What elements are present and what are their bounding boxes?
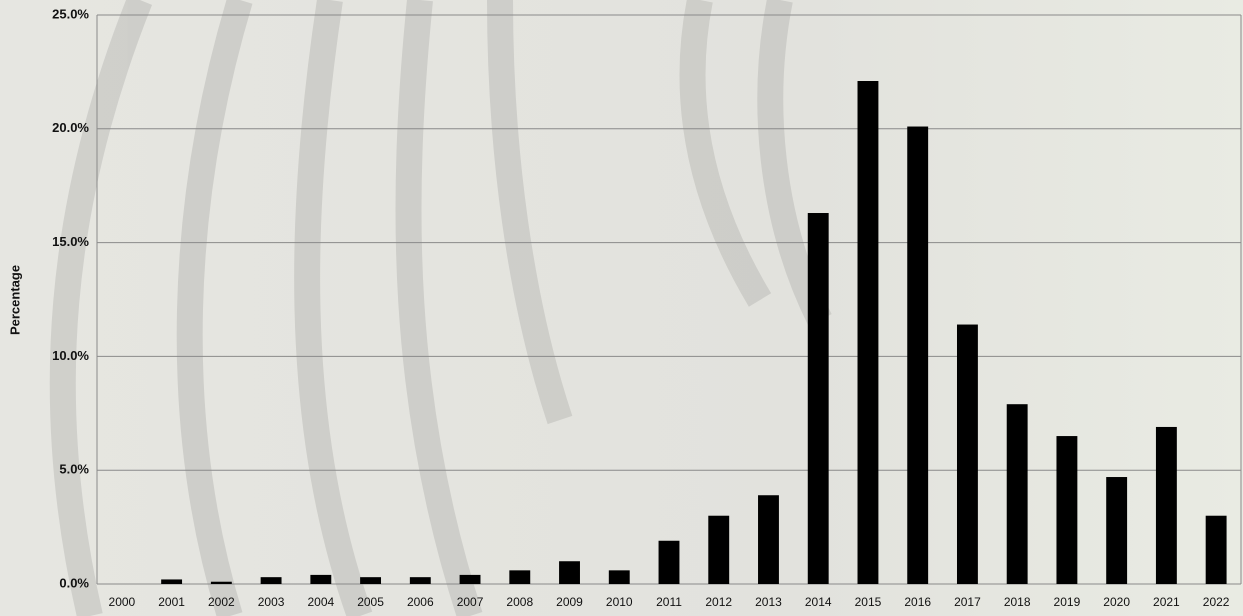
x-tick-label: 2013 bbox=[755, 595, 782, 609]
x-tick-label: 2000 bbox=[109, 595, 136, 609]
bar bbox=[1155, 426, 1177, 584]
bar bbox=[857, 81, 879, 584]
bar bbox=[1056, 436, 1078, 584]
y-tick-label: 5.0% bbox=[59, 462, 89, 477]
y-tick-label: 20.0% bbox=[52, 120, 89, 135]
bar bbox=[360, 577, 382, 584]
bar bbox=[1006, 404, 1028, 584]
x-tick-label: 2009 bbox=[556, 595, 583, 609]
bar bbox=[1205, 515, 1227, 584]
bar bbox=[210, 581, 232, 584]
bar bbox=[956, 324, 978, 584]
bar bbox=[658, 540, 680, 584]
x-tick-label: 2004 bbox=[307, 595, 334, 609]
y-tick-label: 0.0% bbox=[59, 575, 89, 590]
y-tick-label: 10.0% bbox=[52, 348, 89, 363]
x-tick-label: 2006 bbox=[407, 595, 434, 609]
y-tick-label: 25.0% bbox=[52, 6, 89, 21]
y-axis-label: Percentage bbox=[7, 265, 22, 335]
x-tick-label: 2011 bbox=[656, 595, 682, 609]
x-tick-label: 2003 bbox=[258, 595, 285, 609]
x-tick-label: 2016 bbox=[904, 595, 931, 609]
x-tick-label: 2001 bbox=[158, 595, 185, 609]
x-tick-label: 2018 bbox=[1004, 595, 1031, 609]
bar bbox=[807, 213, 829, 584]
x-tick-label: 2020 bbox=[1103, 595, 1130, 609]
x-tick-label: 2002 bbox=[208, 595, 235, 609]
bar bbox=[509, 570, 531, 584]
bar bbox=[459, 574, 481, 584]
x-tick-label: 2012 bbox=[705, 595, 732, 609]
x-tick-label: 2019 bbox=[1054, 595, 1081, 609]
x-tick-label: 2017 bbox=[954, 595, 981, 609]
x-tick-label: 2014 bbox=[805, 595, 832, 609]
x-tick-label: 2007 bbox=[457, 595, 484, 609]
x-tick-label: 2015 bbox=[855, 595, 882, 609]
bar bbox=[409, 577, 431, 584]
bar bbox=[559, 561, 580, 584]
bar bbox=[310, 574, 332, 584]
bar bbox=[1106, 477, 1128, 584]
y-tick-label: 15.0% bbox=[52, 234, 89, 249]
x-tick-label: 2005 bbox=[357, 595, 384, 609]
bar bbox=[608, 570, 630, 584]
bar bbox=[161, 579, 183, 584]
bar bbox=[907, 126, 929, 585]
x-tick-label: 2022 bbox=[1203, 595, 1230, 609]
bar bbox=[758, 495, 779, 584]
bar bbox=[260, 577, 282, 584]
bar bbox=[708, 515, 730, 584]
x-tick-label: 2008 bbox=[506, 595, 533, 609]
x-tick-label: 2010 bbox=[606, 595, 633, 609]
background-stripes bbox=[49, 0, 832, 616]
x-tick-label: 2021 bbox=[1153, 595, 1180, 609]
